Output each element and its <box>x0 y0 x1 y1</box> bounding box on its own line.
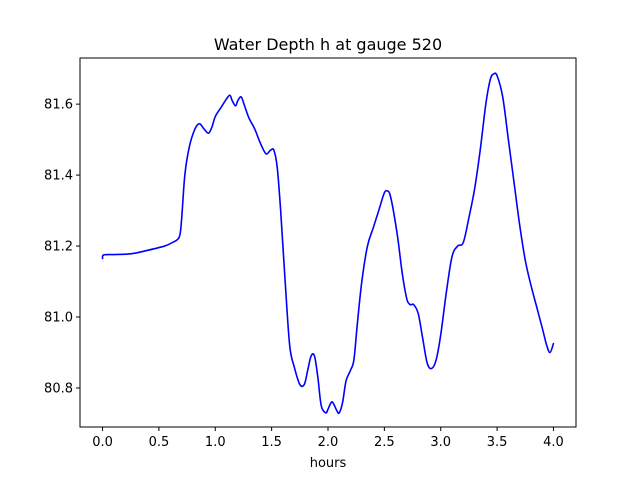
y-tick-label: 81.6 <box>44 98 73 113</box>
chart-title: Water Depth h at gauge 520 <box>214 35 442 54</box>
plot-area <box>80 58 576 427</box>
x-tick-label: 3.0 <box>430 435 451 450</box>
x-tick-label: 0.0 <box>92 435 113 450</box>
y-tick-label: 81.2 <box>44 240 73 255</box>
x-tick-label: 1.0 <box>205 435 226 450</box>
x-tick-label: 2.5 <box>374 435 395 450</box>
series-line-0 <box>101 72 555 415</box>
y-tick-label: 81.4 <box>44 169 73 184</box>
x-tick-label: 4.0 <box>543 435 564 450</box>
x-tick-label: 3.5 <box>487 435 508 450</box>
axes-frame <box>79 57 577 428</box>
x-axis-label: hours <box>310 456 347 471</box>
x-tick-label: 0.5 <box>149 435 170 450</box>
y-tick-label: 81.0 <box>44 311 73 326</box>
x-tick-label: 1.5 <box>261 435 282 450</box>
x-tick-label: 2.0 <box>318 435 339 450</box>
y-tick-label: 80.8 <box>44 381 73 396</box>
